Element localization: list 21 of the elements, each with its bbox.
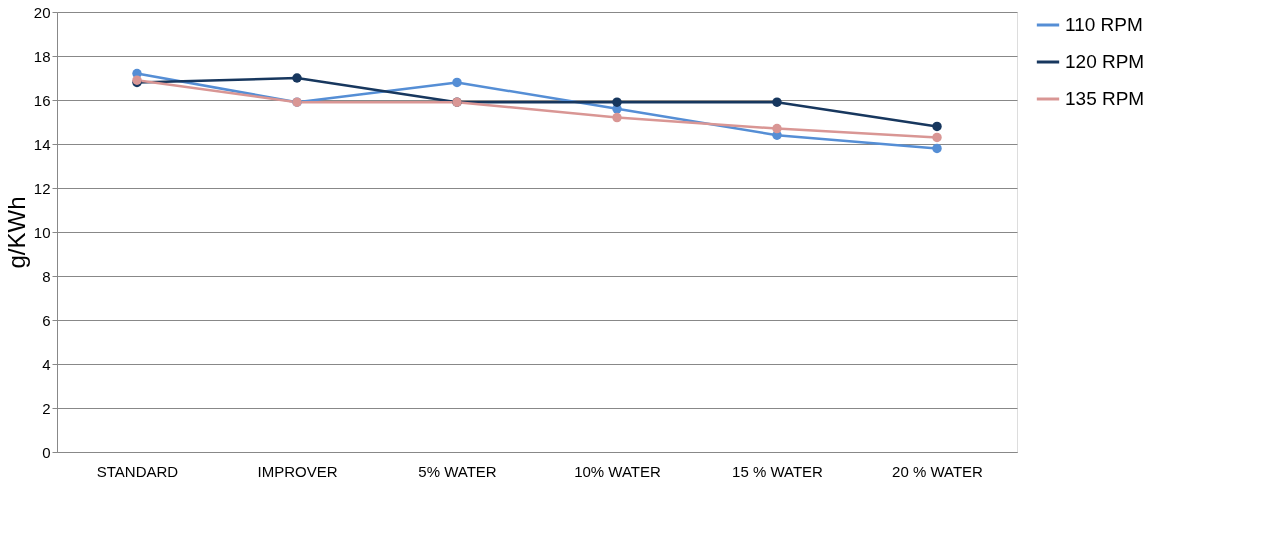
x-tick-label: 15 % WATER	[732, 462, 824, 480]
y-tick-label: 0	[42, 443, 51, 461]
legend-label: 135 RPM	[1065, 88, 1145, 109]
x-tick-label: 10% WATER	[574, 462, 662, 480]
y-tick-label: 8	[42, 267, 51, 285]
legend-label: 120 RPM	[1065, 51, 1145, 72]
y-tick-label: 4	[42, 355, 51, 373]
x-tick-label: STANDARD	[96, 462, 179, 480]
y-tick-label: 14	[33, 135, 51, 153]
y-tick-label: 10	[33, 223, 51, 241]
y-tick-label: 18	[33, 47, 51, 65]
y-tick-label: 6	[42, 311, 51, 329]
y-tick-label: 16	[33, 91, 51, 109]
y-axis-title: g/KWh	[2, 196, 30, 269]
x-tick-label: IMPROVER	[257, 462, 338, 480]
x-tick-label: 20 % WATER	[892, 462, 984, 480]
x-tick-label: 5% WATER	[418, 462, 497, 480]
y-tick-label: 12	[33, 179, 51, 197]
y-tick-label: 20	[33, 3, 51, 21]
legend-label: 110 RPM	[1065, 14, 1143, 35]
y-tick-label: 2	[42, 399, 51, 417]
